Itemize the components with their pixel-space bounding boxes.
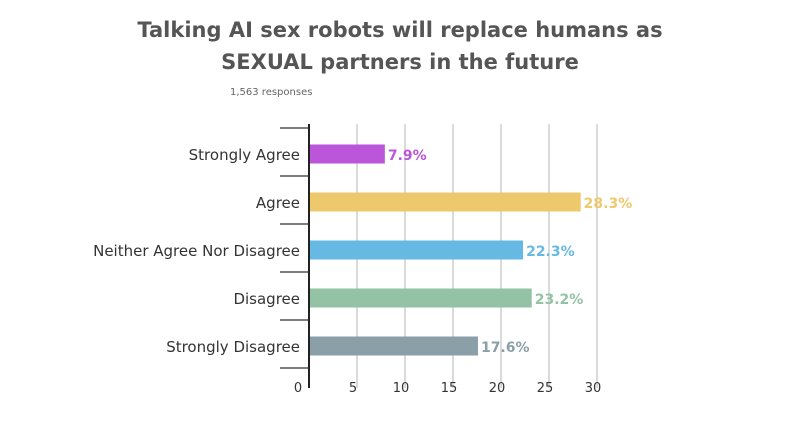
category-label-4: Strongly Disagree: [166, 338, 300, 356]
chart-title-line-1: Talking AI sex robots will replace human…: [137, 18, 663, 42]
value-label-3: 23.2%: [535, 292, 584, 308]
chart-title: Talking AI sex robots will replace human…: [0, 14, 800, 78]
chart-title-line-2: SEXUAL partners in the future: [221, 50, 579, 74]
category-label-0: Strongly Agree: [189, 146, 300, 164]
x-tick-label-25: 25: [537, 381, 554, 396]
x-tick-label-10: 10: [393, 381, 410, 396]
bar-2: [309, 240, 524, 260]
bar-4: [309, 336, 478, 356]
bar-1: [309, 192, 581, 212]
x-tick-label-15: 15: [441, 381, 458, 396]
value-label-0: 7.9%: [388, 148, 427, 164]
bar-3: [309, 288, 532, 308]
x-tick-label-0: 0: [294, 381, 302, 396]
response-count: 1,563 responses: [230, 87, 313, 98]
category-label-1: Agree: [256, 194, 300, 212]
category-label-2: Neither Agree Nor Disagree: [93, 242, 300, 260]
x-tick-label-30: 30: [585, 381, 602, 396]
value-label-1: 28.3%: [584, 196, 633, 212]
x-tick-label-5: 5: [349, 381, 357, 396]
category-label-3: Disagree: [233, 290, 300, 308]
value-label-2: 22.3%: [526, 244, 575, 260]
value-label-4: 17.6%: [481, 340, 530, 356]
x-tick-label-20: 20: [489, 381, 506, 396]
bar-0: [309, 144, 385, 164]
